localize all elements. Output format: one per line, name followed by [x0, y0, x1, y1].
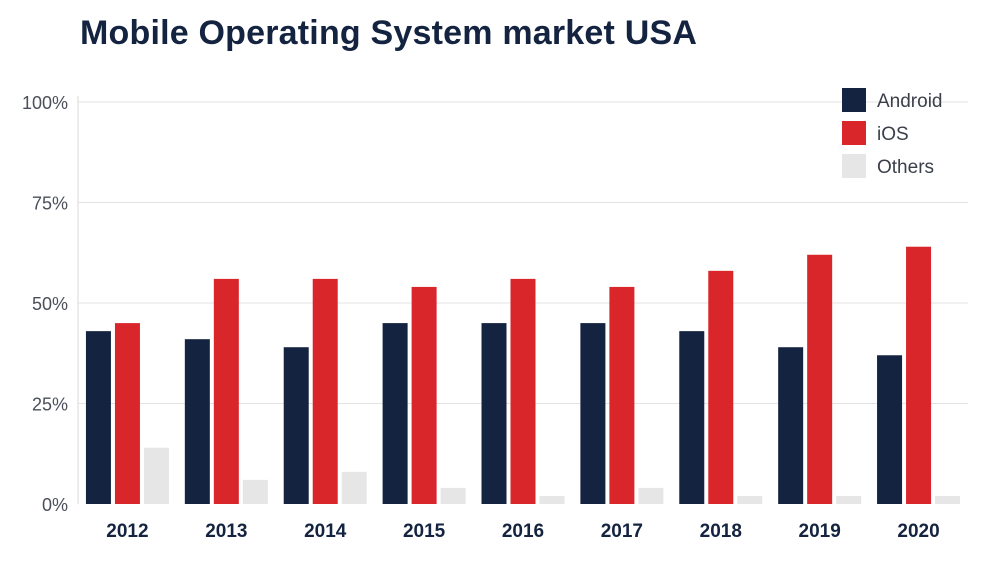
y-tick-label: 25%	[32, 395, 68, 415]
bar-others-2016	[539, 495, 565, 504]
bar-others-2019	[836, 495, 862, 504]
x-tick-label: 2018	[700, 521, 742, 542]
x-tick-label: 2012	[106, 521, 148, 542]
bar-ios-2013	[213, 278, 239, 504]
legend-swatch-others	[842, 154, 866, 178]
legend-label-others: Others	[877, 157, 934, 178]
bar-others-2013	[242, 479, 268, 504]
bar-ios-2018	[708, 270, 734, 504]
legend-label-ios: iOS	[877, 124, 909, 145]
x-tick-label: 2017	[601, 521, 643, 542]
bar-others-2020	[935, 495, 961, 504]
y-tick-label: 50%	[32, 294, 68, 314]
bar-ios-2016	[510, 278, 536, 504]
x-axis-ticks: 2012 2013 2014 2015 2016 2017 2018 2019 2020	[106, 521, 939, 542]
legend-swatch-android	[842, 88, 866, 112]
bars	[85, 246, 961, 504]
bar-ios-2012	[114, 323, 140, 504]
legend-swatch-ios	[842, 121, 866, 145]
bar-android-2018	[679, 331, 705, 504]
x-tick-label: 2015	[403, 521, 446, 542]
bar-others-2017	[638, 487, 664, 504]
bar-android-2019	[778, 347, 804, 504]
x-tick-label: 2016	[502, 521, 544, 542]
bar-android-2016	[481, 323, 507, 504]
bar-ios-2017	[609, 286, 635, 504]
x-tick-label: 2014	[304, 521, 347, 542]
legend: Android iOS Others	[842, 88, 943, 178]
legend-label-android: Android	[877, 91, 943, 112]
bar-android-2012	[85, 331, 111, 504]
x-tick-label: 2019	[799, 521, 841, 542]
bar-ios-2014	[312, 278, 338, 504]
bar-android-2015	[382, 323, 408, 504]
y-tick-label: 100%	[22, 93, 68, 113]
bar-others-2018	[737, 495, 763, 504]
bar-ios-2015	[411, 286, 437, 504]
bar-ios-2020	[906, 246, 932, 504]
x-tick-label: 2013	[205, 521, 247, 542]
bar-android-2017	[580, 323, 606, 504]
bar-others-2015	[440, 487, 466, 504]
x-tick-label: 2020	[897, 521, 939, 542]
bar-others-2014	[341, 471, 367, 504]
y-tick-label: 0%	[42, 495, 68, 515]
bar-android-2013	[184, 339, 210, 504]
chart-title: Mobile Operating System market USA	[80, 14, 698, 52]
bar-android-2014	[283, 347, 309, 504]
bar-others-2012	[143, 447, 169, 504]
bar-android-2020	[877, 355, 903, 504]
y-tick-label: 75%	[32, 194, 68, 214]
bar-ios-2019	[807, 254, 833, 504]
y-axis-ticks: 0% 25% 50% 75% 100%	[22, 93, 68, 515]
